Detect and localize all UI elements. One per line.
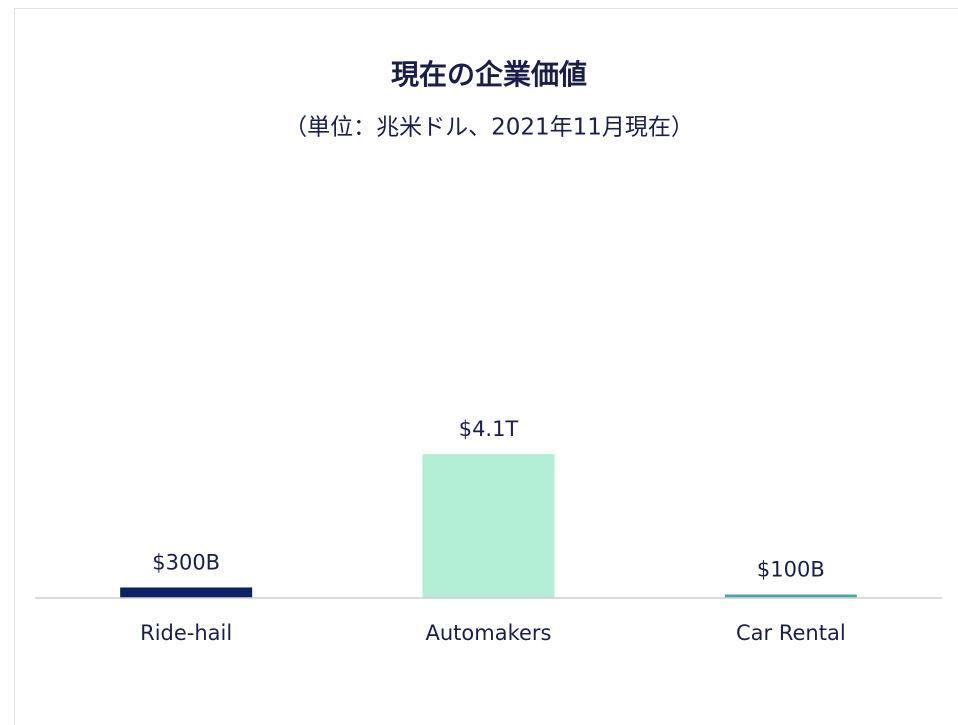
bar: [724, 594, 857, 598]
x-tick-label: Car Rental: [736, 621, 846, 645]
bar: [422, 454, 555, 598]
chart-title: 現在の企業価値: [391, 58, 587, 91]
x-tick-label: Automakers: [426, 621, 552, 645]
value-label: $300B: [152, 550, 220, 574]
bar: [120, 587, 253, 598]
chart-subtitle: （単位：兆米ドル、2021年11月現在）: [284, 115, 694, 141]
chart-frame: [14, 8, 958, 725]
value-label: $4.1T: [459, 417, 519, 441]
x-tick-label: Ride-hail: [140, 621, 232, 645]
value-label: $100B: [757, 557, 825, 581]
